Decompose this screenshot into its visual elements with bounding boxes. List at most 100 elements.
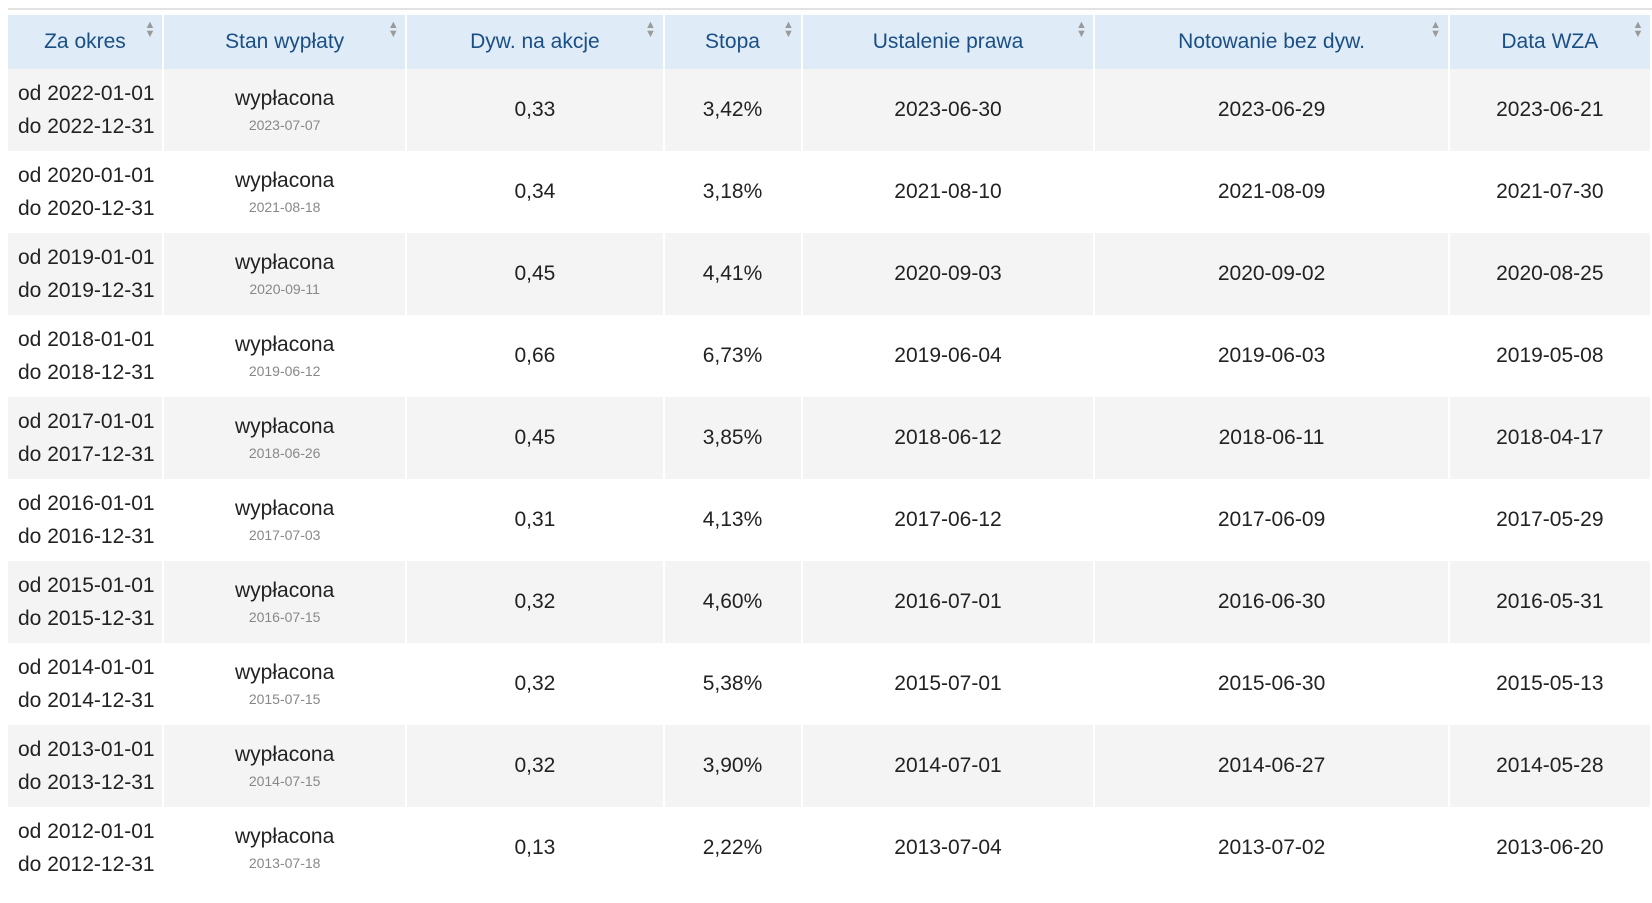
record-date-cell: 2020-09-03 bbox=[802, 233, 1094, 315]
column-header-label: Stan wypłaty bbox=[225, 30, 345, 53]
status-label: wypłacona bbox=[235, 661, 335, 684]
sort-arrows-icon[interactable]: ▲ ▼ bbox=[1632, 19, 1644, 40]
period-from: od 2013-01-01 bbox=[18, 738, 155, 761]
status-cell: wypłacona 2013-07-18 bbox=[163, 807, 406, 889]
column-header-ex-date[interactable]: Notowanie bez dyw. ▲ ▼ bbox=[1095, 15, 1448, 69]
status-label: wypłacona bbox=[235, 497, 335, 520]
sort-arrows-icon[interactable]: ▲ ▼ bbox=[144, 19, 156, 40]
period-to: do 2012-12-31 bbox=[18, 853, 155, 876]
agm-date-cell: 2019-05-08 bbox=[1449, 315, 1650, 397]
status-cell: wypłacona 2015-07-15 bbox=[163, 643, 406, 725]
period-to: do 2022-12-31 bbox=[18, 115, 155, 138]
top-divider bbox=[8, 8, 1652, 10]
period-from: od 2020-01-01 bbox=[18, 164, 155, 187]
record-date-cell: 2018-06-12 bbox=[802, 397, 1094, 479]
column-header-rate[interactable]: Stopa ▲ ▼ bbox=[664, 15, 801, 69]
status-label: wypłacona bbox=[235, 169, 335, 192]
dividend-per-share-cell: 0,13 bbox=[407, 807, 663, 889]
period-cell: od 2018-01-01 do 2018-12-31 bbox=[8, 315, 162, 397]
table-row: od 2013-01-01 do 2013-12-31 wypłacona 2014-… bbox=[8, 725, 1650, 807]
record-date-cell: 2023-06-30 bbox=[802, 69, 1094, 151]
sort-arrows-icon[interactable]: ▲ ▼ bbox=[1076, 19, 1087, 40]
table-row: od 2019-01-01 do 2019-12-31 wypłacona 2020-… bbox=[8, 233, 1650, 315]
column-header-dividend[interactable]: Dyw. na akcje ▲ ▼ bbox=[407, 15, 663, 69]
period-cell: od 2019-01-01 do 2019-12-31 bbox=[8, 233, 162, 315]
agm-date-cell: 2014-05-28 bbox=[1449, 725, 1650, 807]
dividend-rate-cell: 6,73% bbox=[664, 315, 801, 397]
table-row: od 2014-01-01 do 2014-12-31 wypłacona 2015-… bbox=[8, 643, 1650, 725]
record-date-cell: 2016-07-01 bbox=[802, 561, 1094, 643]
record-date-cell: 2019-06-04 bbox=[802, 315, 1094, 397]
agm-date-cell: 2023-06-21 bbox=[1449, 69, 1650, 151]
ex-dividend-date-cell: 2016-06-30 bbox=[1095, 561, 1448, 643]
column-header-record-date[interactable]: Ustalenie prawa ▲ ▼ bbox=[802, 15, 1094, 69]
period-to: do 2018-12-31 bbox=[18, 361, 155, 384]
table-row: od 2015-01-01 do 2015-12-31 wypłacona 2016-… bbox=[8, 561, 1650, 643]
status-label: wypłacona bbox=[235, 87, 335, 110]
sort-arrows-icon[interactable]: ▲ ▼ bbox=[783, 19, 794, 40]
status-label: wypłacona bbox=[235, 743, 335, 766]
table-row: od 2012-01-01 do 2012-12-31 wypłacona 2013-… bbox=[8, 807, 1650, 889]
status-label: wypłacona bbox=[235, 333, 335, 356]
dividend-per-share-cell: 0,32 bbox=[407, 643, 663, 725]
payment-date: 2021-08-18 bbox=[248, 199, 321, 215]
record-date-cell: 2015-07-01 bbox=[802, 643, 1094, 725]
dividend-table: Za okres ▲ ▼ Stan wypłaty ▲ ▼ Dyw. na akcje ▲ ▼ S… bbox=[6, 15, 1652, 889]
status-cell: wypłacona 2017-07-03 bbox=[163, 479, 406, 561]
dividend-rate-cell: 5,38% bbox=[664, 643, 801, 725]
dividend-rate-cell: 3,90% bbox=[664, 725, 801, 807]
column-header-period[interactable]: Za okres ▲ ▼ bbox=[8, 15, 162, 69]
record-date-cell: 2017-06-12 bbox=[802, 479, 1094, 561]
ex-dividend-date-cell: 2021-08-09 bbox=[1095, 151, 1448, 233]
status-cell: wypłacona 2016-07-15 bbox=[163, 561, 406, 643]
sort-arrows-icon[interactable]: ▲ ▼ bbox=[645, 19, 656, 40]
dividend-per-share-cell: 0,45 bbox=[407, 233, 663, 315]
dividend-rate-cell: 4,13% bbox=[664, 479, 801, 561]
period-cell: od 2022-01-01 do 2022-12-31 bbox=[8, 69, 162, 151]
ex-dividend-date-cell: 2013-07-02 bbox=[1095, 807, 1448, 889]
record-date-cell: 2021-08-10 bbox=[802, 151, 1094, 233]
ex-dividend-date-cell: 2014-06-27 bbox=[1095, 725, 1448, 807]
table-row: od 2016-01-01 do 2016-12-31 wypłacona 2017-… bbox=[8, 479, 1650, 561]
period-from: od 2016-01-01 bbox=[18, 492, 155, 515]
period-cell: od 2014-01-01 do 2014-12-31 bbox=[8, 643, 162, 725]
dividend-rate-cell: 3,42% bbox=[664, 69, 801, 151]
period-to: do 2017-12-31 bbox=[18, 443, 155, 466]
period-cell: od 2015-01-01 do 2015-12-31 bbox=[8, 561, 162, 643]
agm-date-cell: 2020-08-25 bbox=[1449, 233, 1650, 315]
period-from: od 2012-01-01 bbox=[18, 820, 155, 843]
agm-date-cell: 2018-04-17 bbox=[1449, 397, 1650, 479]
table-row: od 2020-01-01 do 2020-12-31 wypłacona 2021-… bbox=[8, 151, 1650, 233]
agm-date-cell: 2017-05-29 bbox=[1449, 479, 1650, 561]
payment-date: 2016-07-15 bbox=[248, 609, 321, 625]
table-body: od 2022-01-01 do 2022-12-31 wypłacona 2023-… bbox=[8, 69, 1650, 889]
period-from: od 2017-01-01 bbox=[18, 410, 155, 433]
period-to: do 2020-12-31 bbox=[18, 197, 155, 220]
column-header-status[interactable]: Stan wypłaty ▲ ▼ bbox=[163, 15, 406, 69]
payment-date: 2020-09-11 bbox=[249, 281, 320, 297]
dividend-rate-cell: 3,85% bbox=[664, 397, 801, 479]
status-label: wypłacona bbox=[235, 415, 335, 438]
column-header-agm-date[interactable]: Data WZA ▲ ▼ bbox=[1449, 15, 1650, 69]
payment-date: 2014-07-15 bbox=[248, 773, 321, 789]
ex-dividend-date-cell: 2020-09-02 bbox=[1095, 233, 1448, 315]
table-header: Za okres ▲ ▼ Stan wypłaty ▲ ▼ Dyw. na akcje ▲ ▼ S… bbox=[8, 15, 1650, 69]
ex-dividend-date-cell: 2019-06-03 bbox=[1095, 315, 1448, 397]
sort-arrows-icon[interactable]: ▲ ▼ bbox=[1430, 19, 1442, 40]
column-header-label: Ustalenie prawa bbox=[872, 30, 1024, 53]
period-cell: od 2016-01-01 do 2016-12-31 bbox=[8, 479, 162, 561]
period-cell: od 2012-01-01 do 2012-12-31 bbox=[8, 807, 162, 889]
status-label: wypłacona bbox=[235, 251, 335, 274]
dividend-per-share-cell: 0,66 bbox=[407, 315, 663, 397]
payment-date: 2017-07-03 bbox=[248, 527, 321, 543]
period-from: od 2015-01-01 bbox=[18, 574, 155, 597]
ex-dividend-date-cell: 2015-06-30 bbox=[1095, 643, 1448, 725]
period-to: do 2014-12-31 bbox=[18, 689, 155, 712]
dividend-rate-cell: 4,41% bbox=[664, 233, 801, 315]
record-date-cell: 2014-07-01 bbox=[802, 725, 1094, 807]
table-row: od 2022-01-01 do 2022-12-31 wypłacona 2023-… bbox=[8, 69, 1650, 151]
sort-arrows-icon[interactable]: ▲ ▼ bbox=[387, 19, 399, 40]
period-from: od 2014-01-01 bbox=[18, 656, 155, 679]
header-row: Za okres ▲ ▼ Stan wypłaty ▲ ▼ Dyw. na akcje ▲ ▼ S… bbox=[8, 15, 1650, 69]
status-cell: wypłacona 2023-07-07 bbox=[163, 69, 406, 151]
